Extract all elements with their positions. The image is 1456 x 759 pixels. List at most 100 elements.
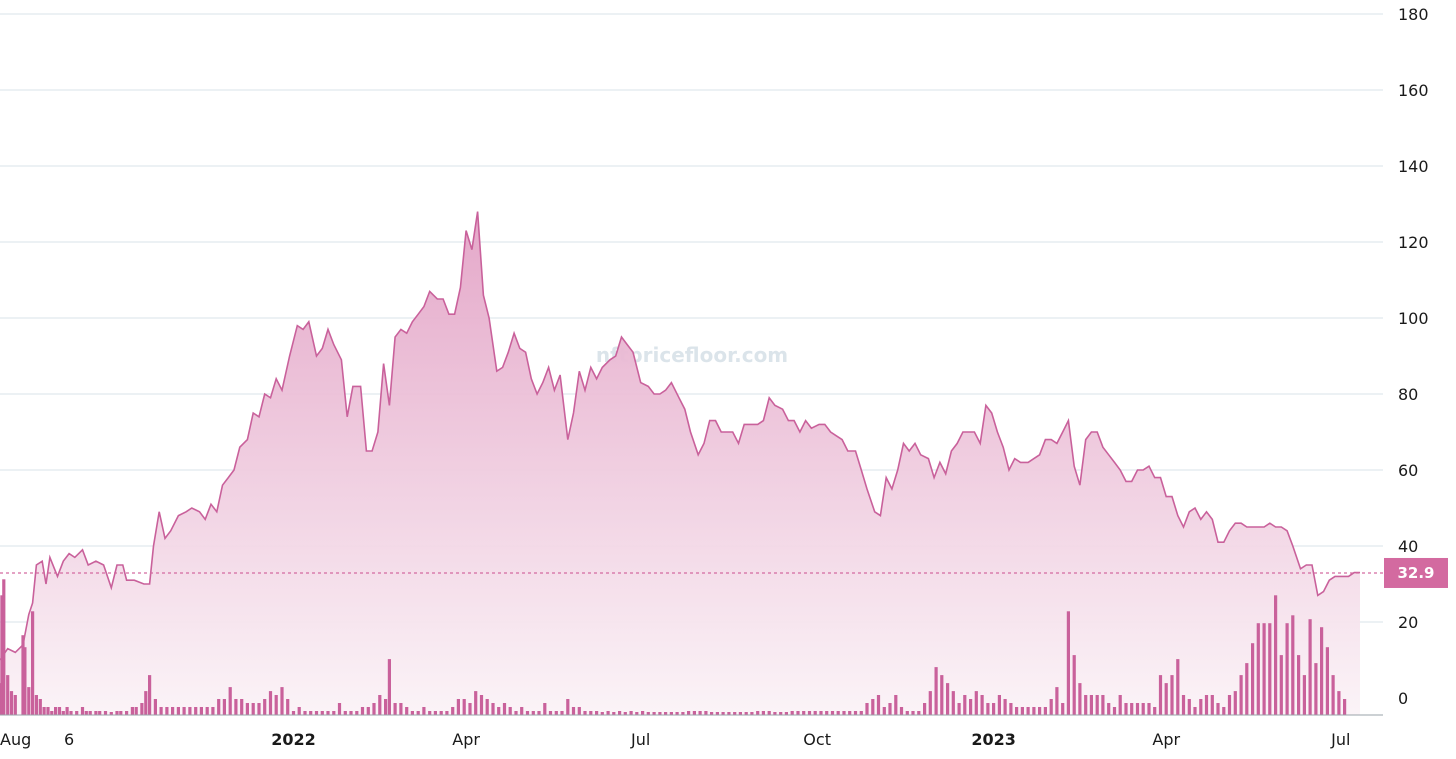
volume-bar (1320, 627, 1324, 715)
volume-bar (923, 703, 927, 715)
volume-bar (623, 712, 627, 715)
volume-bar (349, 711, 353, 715)
volume-bar (554, 711, 558, 715)
volume-bar (1199, 699, 1203, 715)
volume-bar (1072, 655, 1076, 715)
volume-bar (698, 711, 702, 715)
volume-bar (583, 711, 587, 715)
x-tick-label: 2022 (271, 730, 316, 749)
volume-bar (1153, 707, 1157, 715)
volume-bar (165, 707, 169, 715)
y-tick-label: 80 (1398, 385, 1418, 404)
volume-bar (1015, 707, 1019, 715)
volume-bar (969, 699, 973, 715)
volume-bar (1147, 703, 1151, 715)
volume-bar (366, 707, 370, 715)
volume-bar (159, 707, 163, 715)
volume-bar (485, 699, 489, 715)
volume-bar (974, 691, 978, 715)
volume-bar (1239, 675, 1243, 715)
volume-bar (986, 703, 990, 715)
volume-bar (410, 711, 414, 715)
volume-bar (1308, 619, 1312, 715)
volume-bar (1256, 623, 1260, 715)
volume-bar (692, 711, 696, 715)
volume-bar (819, 711, 823, 715)
volume-bar (205, 707, 209, 715)
volume-bar (1314, 663, 1318, 715)
volume-bar (286, 699, 290, 715)
y-tick-label: 180 (1398, 5, 1429, 24)
volume-bar (1141, 703, 1145, 715)
volume-bar (871, 699, 875, 715)
volume-bar (1262, 623, 1266, 715)
volume-bar (641, 711, 645, 715)
volume-bar (171, 707, 175, 715)
price-line (0, 211, 1360, 661)
volume-bar (153, 699, 157, 715)
volume-bar (635, 712, 639, 715)
volume-bar (387, 659, 391, 715)
y-tick-label: 160 (1398, 81, 1429, 100)
volume-bar (2, 579, 6, 715)
y-tick-label: 140 (1398, 157, 1429, 176)
volume-bar (502, 703, 507, 715)
volume-bar (842, 711, 846, 715)
y-tick-label: 60 (1398, 461, 1418, 480)
volume-bar (566, 699, 570, 715)
volume-bar (940, 675, 944, 715)
volume-bar (468, 703, 472, 715)
volume-bar (853, 711, 858, 715)
volume-bar (0, 595, 4, 715)
volume-bar (103, 711, 108, 715)
volume-bar (211, 707, 215, 715)
volume-bar (917, 711, 921, 715)
volume-bar (756, 711, 760, 715)
volume-bar (98, 711, 102, 715)
volume-bar (687, 711, 691, 715)
volume-bar (1032, 707, 1036, 715)
volume-bar (445, 711, 449, 715)
volume-bar (600, 712, 604, 715)
volume-bar (199, 707, 203, 715)
volume-bar (1066, 611, 1070, 715)
volume-bar (491, 703, 495, 715)
volume-bar (779, 712, 783, 715)
volume-bar (1233, 691, 1237, 715)
volume-bar (825, 711, 829, 715)
volume-bar (508, 707, 512, 715)
volume-bar (326, 711, 330, 715)
volume-bar (399, 703, 403, 715)
volume-bar (343, 711, 347, 715)
volume-bar (848, 711, 852, 715)
volume-bar (1210, 695, 1214, 715)
volume-bar (234, 699, 238, 715)
volume-bar (80, 707, 85, 715)
volume-bar (681, 712, 685, 715)
volume-bar (733, 712, 737, 715)
x-tick-label: Apr (1152, 730, 1180, 749)
volume-bar (50, 711, 54, 715)
volume-bar (263, 699, 267, 715)
volume-bar (182, 707, 186, 715)
volume-bar (69, 711, 73, 715)
y-tick-label: 120 (1398, 233, 1429, 252)
volume-bar (859, 711, 863, 715)
volume-bar (31, 611, 35, 715)
volume-bar (836, 711, 840, 715)
volume-bar (589, 711, 593, 715)
volume-bar (1089, 695, 1093, 715)
volume-bar (332, 711, 336, 715)
volume-bar (1181, 695, 1186, 715)
volume-bar (738, 712, 742, 715)
x-tick-label: Jul (630, 730, 650, 749)
volume-bar (721, 712, 725, 715)
volume-bar (1291, 615, 1295, 716)
volume-bar (88, 711, 92, 715)
volume-bar (675, 712, 679, 715)
volume-bar (462, 699, 466, 715)
volume-bar (606, 711, 610, 715)
volume-bar (27, 687, 31, 715)
volume-bar (905, 711, 909, 715)
volume-bar (405, 707, 409, 715)
